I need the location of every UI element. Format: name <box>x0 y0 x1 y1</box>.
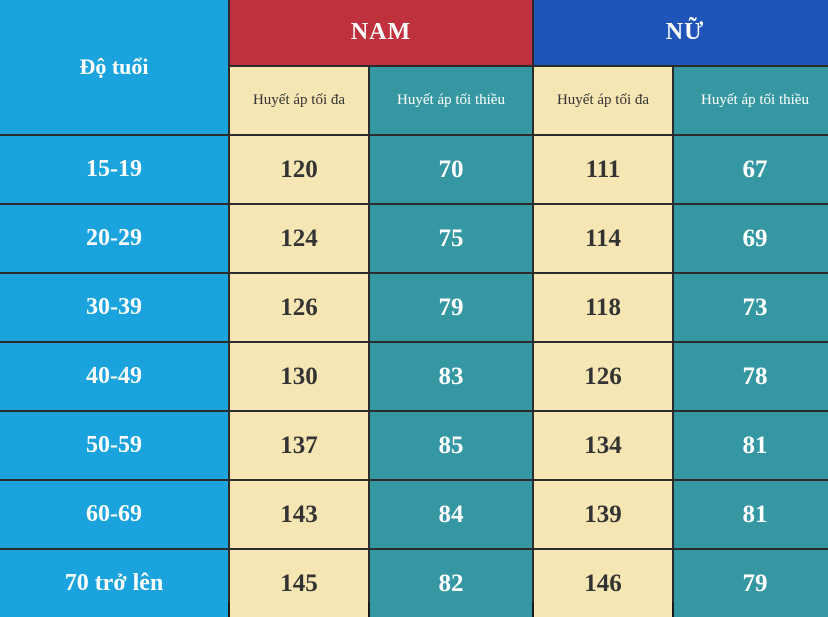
table-cell-female-min: 81 <box>674 481 828 548</box>
table-row-age: 60-69 <box>0 481 228 548</box>
female-systolic-header: Huyết áp tối đa <box>534 67 672 134</box>
table-cell-female-min: 73 <box>674 274 828 341</box>
table-cell-male-min: 83 <box>370 343 532 410</box>
table-cell-male-min: 82 <box>370 550 532 617</box>
male-systolic-header: Huyết áp tối đa <box>230 67 368 134</box>
table-row-age: 50-59 <box>0 412 228 479</box>
table-cell-female-min: 78 <box>674 343 828 410</box>
table-cell-female-min: 81 <box>674 412 828 479</box>
table-cell-female-max: 134 <box>534 412 672 479</box>
age-column-header: Độ tuổi <box>0 0 228 134</box>
table-cell-male-max: 124 <box>230 205 368 272</box>
table-cell-female-min: 67 <box>674 136 828 203</box>
table-cell-male-max: 130 <box>230 343 368 410</box>
table-cell-male-max: 126 <box>230 274 368 341</box>
table-cell-male-max: 120 <box>230 136 368 203</box>
table-cell-female-min: 69 <box>674 205 828 272</box>
table-cell-female-max: 118 <box>534 274 672 341</box>
table-cell-male-max: 145 <box>230 550 368 617</box>
table-cell-male-max: 137 <box>230 412 368 479</box>
female-diastolic-header: Huyết áp tối thiều <box>674 67 828 134</box>
table-cell-male-min: 79 <box>370 274 532 341</box>
table-cell-male-min: 75 <box>370 205 532 272</box>
table-cell-female-max: 146 <box>534 550 672 617</box>
table-cell-male-min: 85 <box>370 412 532 479</box>
table-cell-male-min: 84 <box>370 481 532 548</box>
table-row-age: 70 trở lên <box>0 550 228 617</box>
table-cell-female-max: 114 <box>534 205 672 272</box>
table-row-age: 15-19 <box>0 136 228 203</box>
table-row-age: 30-39 <box>0 274 228 341</box>
table-cell-female-max: 126 <box>534 343 672 410</box>
table-cell-female-min: 79 <box>674 550 828 617</box>
female-group-header: NỮ <box>534 0 828 65</box>
male-group-header: NAM <box>230 0 532 65</box>
table-cell-male-min: 70 <box>370 136 532 203</box>
table-cell-male-max: 143 <box>230 481 368 548</box>
table-cell-female-max: 139 <box>534 481 672 548</box>
table-row-age: 20-29 <box>0 205 228 272</box>
male-diastolic-header: Huyết áp tối thiều <box>370 67 532 134</box>
table-cell-female-max: 111 <box>534 136 672 203</box>
table-row-age: 40-49 <box>0 343 228 410</box>
